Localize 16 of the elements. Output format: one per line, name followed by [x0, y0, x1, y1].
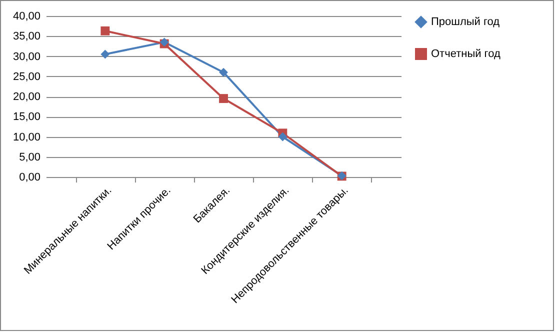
y-tick-label: 25,00	[12, 70, 40, 83]
point	[100, 26, 110, 36]
y-tick-label: 20,00	[12, 91, 40, 103]
point	[278, 132, 288, 142]
y-tick-label: 5,00	[19, 151, 40, 164]
y-tick-label: 40,00	[12, 10, 40, 22]
point	[219, 94, 228, 103]
y-tick-label: 35,00	[12, 30, 40, 43]
legend-label: Прошлый год	[431, 16, 500, 28]
y-tick-label: 10,00	[12, 131, 40, 144]
point	[100, 50, 110, 59]
y-tick-label: 15,00	[12, 111, 40, 124]
legend-label: Отчетный год	[431, 48, 501, 60]
y-tick-label: 30,00	[12, 50, 40, 63]
point	[219, 68, 228, 77]
y-tick-label: 0,00	[19, 172, 40, 184]
